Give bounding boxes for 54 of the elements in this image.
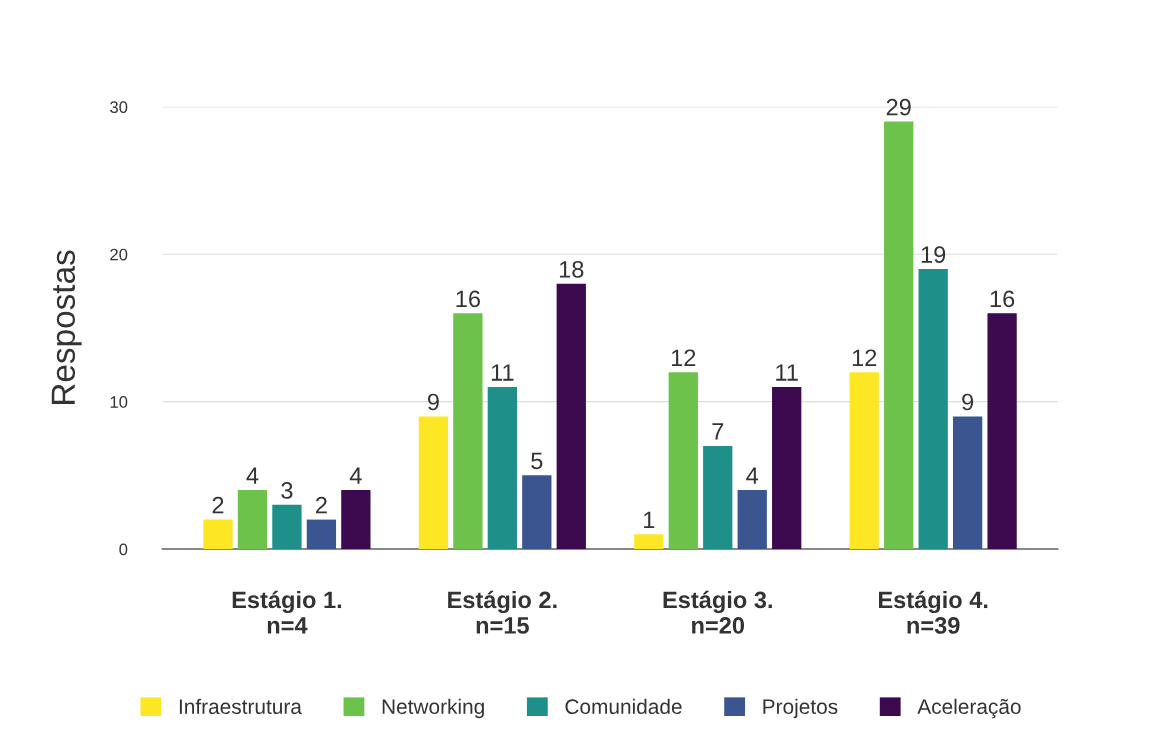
bar: [306, 519, 337, 550]
x-tick-label: Estágio 1. n=4: [232, 590, 342, 634]
bar: [668, 372, 698, 550]
legend-label: Infraestrutura: [179, 698, 302, 715]
data-label: 3: [281, 482, 293, 499]
legend-label: Aceleração: [917, 698, 1021, 719]
legend-label: Networking: [382, 698, 484, 719]
data-label: 7: [712, 423, 724, 440]
data-label: 16: [990, 290, 1015, 308]
y-tick-label: 0: [119, 543, 128, 556]
y-tick-label: 20: [110, 248, 128, 261]
bar: [634, 534, 664, 550]
bar: [418, 416, 449, 550]
data-label: 9: [427, 393, 439, 411]
bar: [849, 372, 879, 550]
data-label: 2: [212, 496, 224, 514]
x-tick-label: Estágio 2. n=15: [448, 590, 557, 634]
data-label: 1: [644, 511, 655, 529]
legend-label: Comunidade: [565, 698, 682, 715]
data-label: 16: [456, 290, 480, 308]
data-label: 9: [962, 393, 974, 411]
data-label: 18: [559, 260, 584, 278]
bar: [884, 121, 914, 550]
data-label: 11: [776, 364, 798, 381]
data-label: 29: [886, 98, 911, 116]
bar: [487, 386, 517, 550]
bar: [237, 490, 268, 550]
bar: [272, 504, 302, 550]
bar: [703, 445, 733, 550]
y-axis-title: Respostas: [51, 250, 82, 404]
data-label: 4: [246, 467, 259, 484]
bar: [341, 490, 371, 550]
bar: [918, 269, 948, 550]
data-label: 4: [746, 467, 759, 484]
data-label: 12: [671, 349, 696, 366]
data-label: 11: [491, 364, 514, 381]
bar: [952, 416, 983, 550]
y-tick-label: 10: [110, 396, 128, 408]
bar: [737, 490, 767, 550]
bar: [203, 519, 233, 550]
x-tick-label: Estágio 4. n=39: [878, 590, 988, 634]
y-tick-label: 30: [110, 101, 128, 114]
bar: [522, 475, 552, 550]
bar: [453, 313, 483, 550]
bar: [556, 283, 586, 550]
data-label: 12: [852, 349, 877, 366]
bar: [987, 313, 1017, 550]
data-label: 19: [921, 246, 946, 263]
data-label: 4: [349, 467, 362, 484]
data-label: 2: [316, 496, 327, 514]
bar: [772, 386, 802, 550]
data-label: 5: [531, 452, 543, 470]
legend-label: Projetos: [763, 698, 838, 719]
x-tick-label: Estágio 3. n=20: [663, 590, 772, 634]
